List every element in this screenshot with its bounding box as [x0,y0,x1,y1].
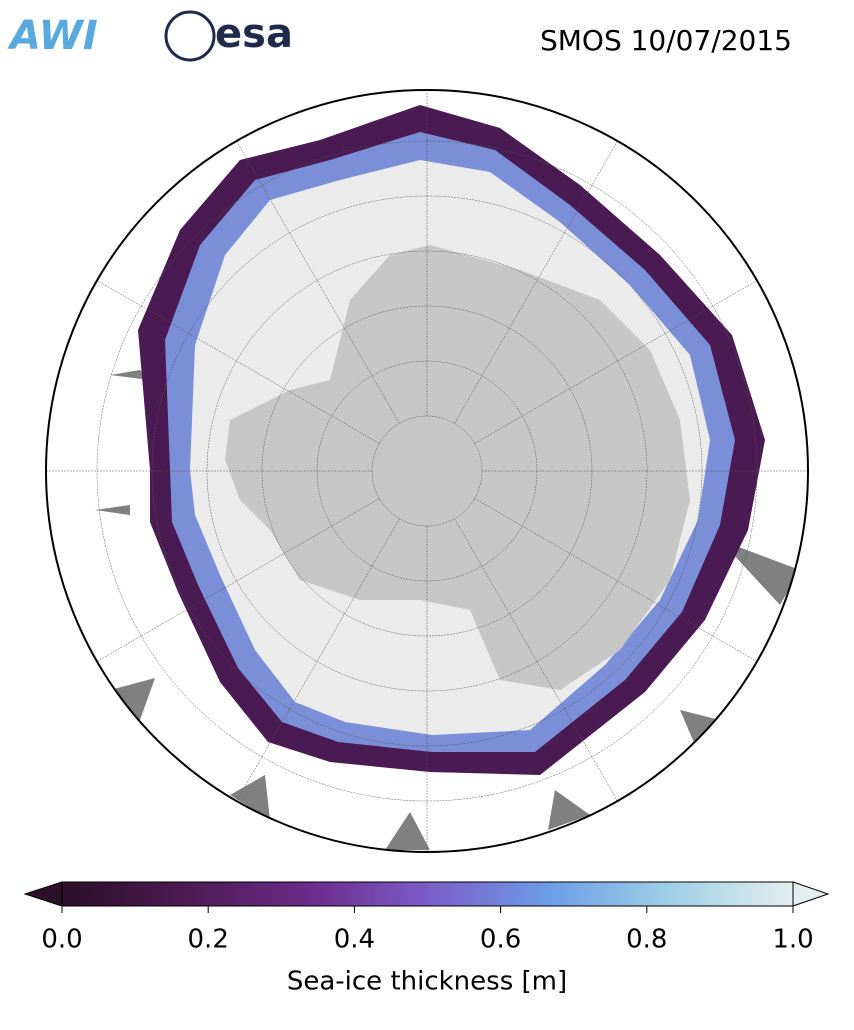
longitude-line [89,275,380,444]
map [46,90,808,852]
tick-label: 0.4 [334,925,375,955]
title: SMOS 10/07/2015 [540,24,792,57]
colorbar [23,881,830,913]
antarctica [225,245,690,690]
longitude-line [454,133,623,424]
colorbar-extend-high [792,881,830,907]
graticule [46,90,808,852]
tick-label: 1.0 [772,925,813,955]
longitude-line [231,518,400,809]
tick-label: 0.2 [188,925,229,955]
tick-label: 0.6 [480,925,521,955]
longitude-line [474,498,765,667]
logo-awi: AWI [7,13,98,59]
tick-label: 0.8 [626,925,667,955]
colorbar-label: Sea-ice thickness [m] [287,967,567,997]
longitude-line [89,498,380,667]
tick-label: 0.0 [41,925,82,955]
logo-esa: esa [215,11,293,57]
colorbar-ramp [61,881,794,907]
longitude-line [231,133,400,424]
esa-emblem [164,10,216,62]
longitude-line [454,518,623,809]
map-border [45,89,809,853]
longitude-line [474,275,765,444]
colorbar-extend-low [23,881,63,907]
